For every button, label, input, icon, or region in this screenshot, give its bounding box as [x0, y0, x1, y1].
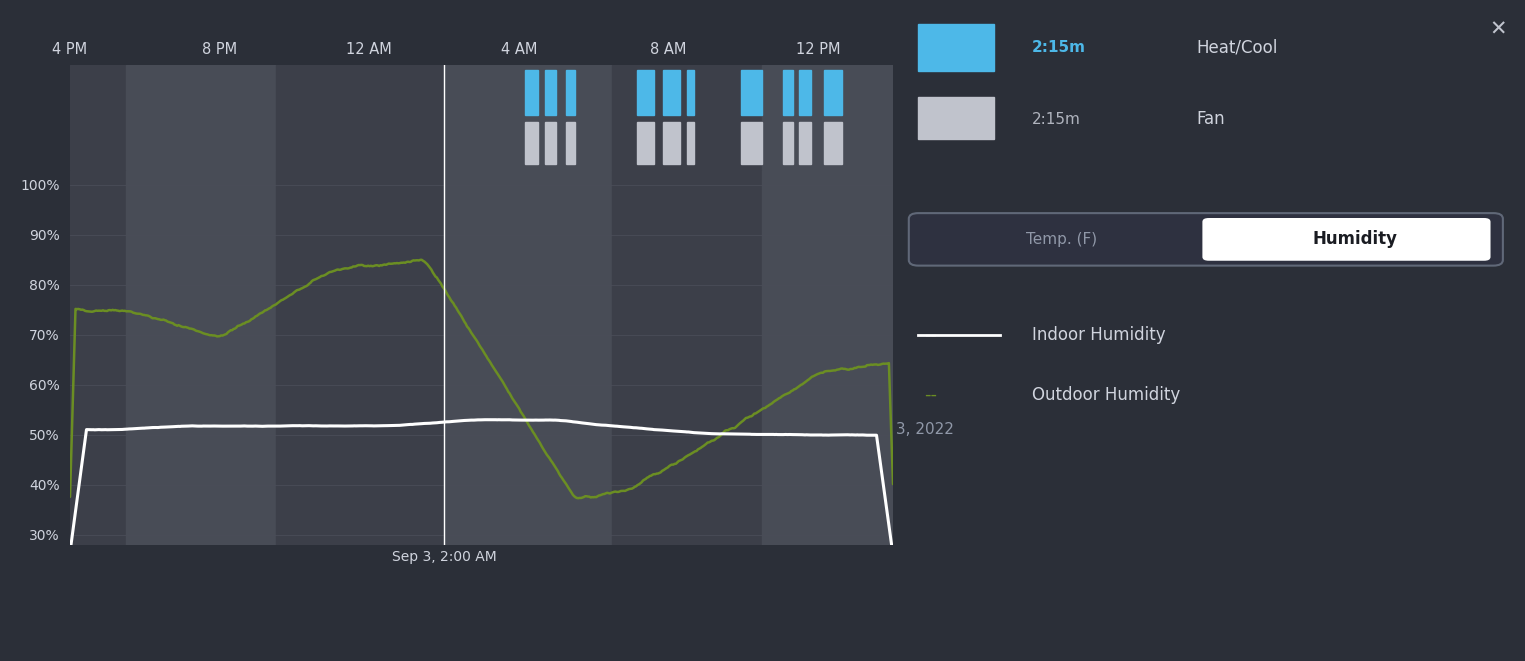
- Text: Sep 3, 2:00 AM: Sep 3, 2:00 AM: [392, 550, 497, 564]
- Bar: [688, 70, 694, 116]
- FancyBboxPatch shape: [909, 213, 1502, 266]
- Bar: [613, 65, 762, 170]
- Bar: [525, 122, 538, 164]
- Text: Temp. (F): Temp. (F): [1026, 232, 1098, 247]
- Bar: [688, 122, 694, 164]
- Bar: [444, 170, 613, 545]
- Bar: [70, 170, 127, 545]
- Bar: [566, 70, 575, 116]
- Bar: [824, 70, 842, 116]
- Bar: [663, 122, 680, 164]
- Bar: [824, 122, 842, 164]
- Text: --: --: [924, 326, 938, 344]
- Bar: [544, 70, 557, 116]
- Bar: [762, 170, 894, 545]
- Bar: [444, 65, 613, 170]
- Bar: [918, 24, 994, 71]
- Bar: [276, 65, 444, 170]
- Bar: [782, 70, 793, 116]
- Bar: [762, 65, 894, 170]
- Text: 8 AM: 8 AM: [650, 42, 686, 56]
- Text: 2:15m: 2:15m: [1032, 112, 1081, 126]
- Text: 2:15m: 2:15m: [1032, 40, 1086, 55]
- Bar: [637, 70, 654, 116]
- Text: Heat/Cool: Heat/Cool: [1196, 38, 1278, 57]
- Bar: [127, 65, 276, 170]
- Text: 4 PM: 4 PM: [52, 42, 87, 56]
- Bar: [613, 170, 762, 545]
- Text: Outdoor Humidity: Outdoor Humidity: [1032, 386, 1180, 404]
- Bar: [70, 65, 127, 170]
- Bar: [525, 70, 538, 116]
- Text: 12 PM: 12 PM: [796, 42, 840, 56]
- Text: ✕: ✕: [1490, 20, 1507, 40]
- Bar: [799, 122, 811, 164]
- Bar: [782, 122, 793, 164]
- Text: Fan: Fan: [1196, 110, 1225, 128]
- Text: Sat Sep 3, 2022: Sat Sep 3, 2022: [833, 422, 955, 437]
- Bar: [918, 97, 994, 139]
- Bar: [276, 170, 444, 545]
- Bar: [741, 70, 762, 116]
- Bar: [637, 122, 654, 164]
- Bar: [127, 170, 276, 545]
- Text: 12 AM: 12 AM: [346, 42, 392, 56]
- FancyBboxPatch shape: [1202, 218, 1490, 260]
- Bar: [544, 122, 557, 164]
- Text: Indoor Humidity: Indoor Humidity: [1032, 326, 1165, 344]
- Bar: [741, 122, 762, 164]
- Text: Humidity: Humidity: [1313, 231, 1398, 249]
- Text: 8 PM: 8 PM: [203, 42, 238, 56]
- Bar: [663, 70, 680, 116]
- Text: 4 AM: 4 AM: [500, 42, 537, 56]
- Bar: [566, 122, 575, 164]
- Text: --: --: [924, 386, 938, 404]
- Bar: [799, 70, 811, 116]
